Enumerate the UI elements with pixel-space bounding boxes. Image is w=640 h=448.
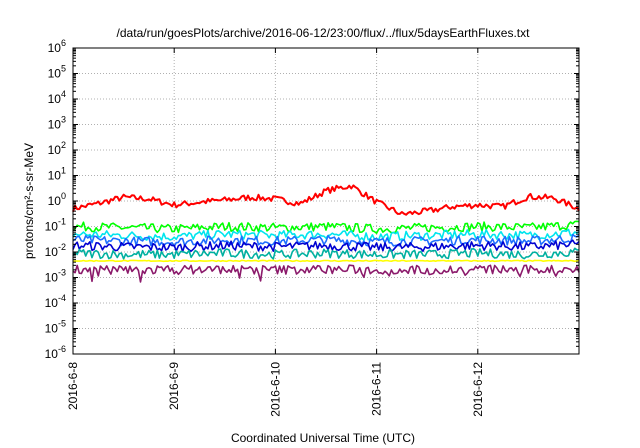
- y-tick-base: 10: [45, 220, 59, 234]
- y-tick-exponent: -1: [58, 217, 66, 227]
- y-tick-base: 10: [45, 296, 59, 310]
- y-tick-exponent: 3: [61, 115, 66, 125]
- y-tick-label: 104: [48, 89, 66, 106]
- y-tick-base: 10: [48, 92, 62, 106]
- y-tick-base: 10: [48, 67, 62, 81]
- series-line-7: [72, 259, 580, 263]
- x-tick-label: 2016-6-8: [66, 362, 80, 410]
- x-tick-labels: 2016-6-8 2016-6-9 2016-6-10 2016-6-11 2016-6…: [66, 362, 485, 417]
- y-tick-exponent: 1: [61, 166, 66, 176]
- y-tick-exponent: -5: [58, 319, 66, 329]
- y-tick-exponent: -4: [58, 293, 66, 303]
- series-group: [72, 184, 580, 283]
- y-tick-label: 103: [48, 115, 66, 132]
- y-tick-base: 10: [48, 118, 62, 132]
- x-tick-label: 2016-6-9: [167, 362, 181, 410]
- y-tick-label: 10-5: [45, 319, 66, 336]
- y-tick-base: 10: [48, 143, 62, 157]
- y-tick-label: 10-2: [45, 242, 66, 259]
- y-tick-exponent: -2: [58, 242, 66, 252]
- y-tick-label: 10-4: [45, 293, 66, 310]
- y-tick-label: 102: [48, 140, 66, 157]
- y-tick-exponent: -3: [58, 268, 66, 278]
- series-line-4: [72, 233, 580, 248]
- x-tick-label: 2016-6-12: [471, 362, 485, 417]
- series-line-1: [72, 184, 580, 216]
- y-tick-base: 10: [45, 271, 59, 285]
- y-tick-exponent: 0: [61, 191, 66, 201]
- y-tick-exponent: 5: [61, 64, 66, 74]
- x-tick-label: 2016-6-11: [370, 362, 384, 416]
- y-tick-exponent: 6: [61, 38, 66, 48]
- x-tick-label: 2016-6-10: [268, 362, 282, 417]
- y-tick-label: 10-1: [45, 217, 66, 234]
- chart-title: /data/run/goesPlots/archive/2016-06-12/2…: [117, 26, 531, 40]
- y-tick-base: 10: [48, 194, 62, 208]
- series-line-2: [72, 220, 580, 235]
- series-line-6: [72, 247, 580, 260]
- y-tick-label: 105: [48, 64, 66, 81]
- y-tick-base: 10: [45, 347, 59, 361]
- ticks: [72, 47, 579, 355]
- y-tick-label: 10-3: [45, 268, 66, 285]
- y-tick-base: 10: [45, 322, 59, 336]
- y-tick-base: 10: [45, 245, 59, 259]
- y-tick-label: 10-6: [45, 344, 66, 361]
- y-axis-label: protons/cm²-s-sr-MeV: [22, 143, 36, 259]
- y-tick-labels: 10-610-510-410-310-210-11001011021031041…: [45, 38, 66, 361]
- y-tick-label: 106: [48, 38, 66, 55]
- y-tick-label: 100: [48, 191, 66, 208]
- grid: [73, 48, 579, 354]
- series-line-8: [72, 264, 580, 283]
- y-tick-exponent: 2: [61, 140, 66, 150]
- y-tick-base: 10: [48, 41, 62, 55]
- y-tick-label: 101: [48, 166, 66, 183]
- series-line-3: [72, 228, 580, 242]
- y-tick-exponent: -6: [58, 344, 66, 354]
- x-axis-label: Coordinated Universal Time (UTC): [231, 431, 415, 445]
- y-tick-exponent: 4: [61, 89, 66, 99]
- y-tick-base: 10: [48, 169, 62, 183]
